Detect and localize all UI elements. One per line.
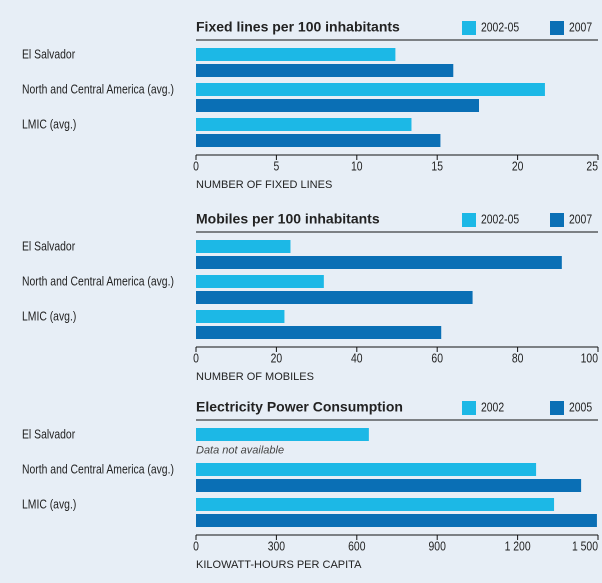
legend-swatch <box>550 21 564 35</box>
category-label: El Salvador <box>22 427 75 441</box>
x-axis-label: NUMBER OF FIXED LINES <box>196 179 332 191</box>
legend-swatch <box>462 21 476 35</box>
legend-swatch <box>550 401 564 415</box>
x-tick-label: 5 <box>274 159 280 173</box>
x-tick-label: 100 <box>581 351 599 365</box>
bar <box>196 326 442 339</box>
bar <box>196 64 454 77</box>
bar <box>196 134 441 147</box>
bar <box>196 310 285 323</box>
x-tick-label: 300 <box>268 539 286 553</box>
x-tick-label: 0 <box>193 351 199 365</box>
category-label: LMIC (avg.) <box>22 309 76 323</box>
bar <box>196 514 597 527</box>
x-tick-label: 1 500 <box>572 539 598 553</box>
bar <box>196 240 291 253</box>
x-tick-label: 10 <box>351 159 363 173</box>
legend-label: 2005 <box>569 400 593 414</box>
category-label: El Salvador <box>22 239 75 253</box>
x-tick-label: 15 <box>431 159 443 173</box>
bar <box>196 291 473 304</box>
chart-title: Fixed lines per 100 inhabitants <box>196 19 400 35</box>
legend-swatch <box>462 401 476 415</box>
x-axis-label: NUMBER OF MOBILES <box>196 371 314 383</box>
bar <box>196 48 396 61</box>
x-tick-label: 600 <box>348 539 366 553</box>
chart-title: Electricity Power Consumption <box>196 399 403 415</box>
chart-title: Mobiles per 100 inhabitants <box>196 211 380 227</box>
category-label: North and Central America (avg.) <box>22 274 174 288</box>
bar <box>196 479 582 492</box>
x-tick-label: 80 <box>512 351 524 365</box>
legend-label: 2002 <box>481 400 504 414</box>
note: Data not available <box>196 444 284 456</box>
x-tick-label: 40 <box>351 351 363 365</box>
category-label: North and Central America (avg.) <box>22 82 174 96</box>
bar <box>196 463 537 476</box>
bar <box>196 498 555 511</box>
x-tick-label: 900 <box>429 539 447 553</box>
x-tick-label: 20 <box>271 351 283 365</box>
x-tick-label: 25 <box>586 159 598 173</box>
category-label: LMIC (avg.) <box>22 117 76 131</box>
category-label: El Salvador <box>22 47 75 61</box>
legend-label: 2007 <box>569 212 592 226</box>
legend-swatch <box>462 213 476 227</box>
bar <box>196 256 562 269</box>
legend-swatch <box>550 213 564 227</box>
category-label: North and Central America (avg.) <box>22 462 174 476</box>
x-tick-label: 0 <box>193 539 199 553</box>
bar <box>196 83 545 96</box>
bar <box>196 99 480 112</box>
category-label: LMIC (avg.) <box>22 497 76 511</box>
x-tick-label: 60 <box>431 351 443 365</box>
bar <box>196 118 412 131</box>
legend-label: 2002-05 <box>481 212 520 226</box>
legend-label: 2002-05 <box>481 20 520 34</box>
x-axis-label: KILOWATT-HOURS PER CAPITA <box>196 559 362 571</box>
legend-label: 2007 <box>569 20 592 34</box>
bar <box>196 428 369 441</box>
x-tick-label: 20 <box>512 159 524 173</box>
bar <box>196 275 324 288</box>
x-tick-label: 1 200 <box>505 539 531 553</box>
x-tick-label: 0 <box>193 159 199 173</box>
